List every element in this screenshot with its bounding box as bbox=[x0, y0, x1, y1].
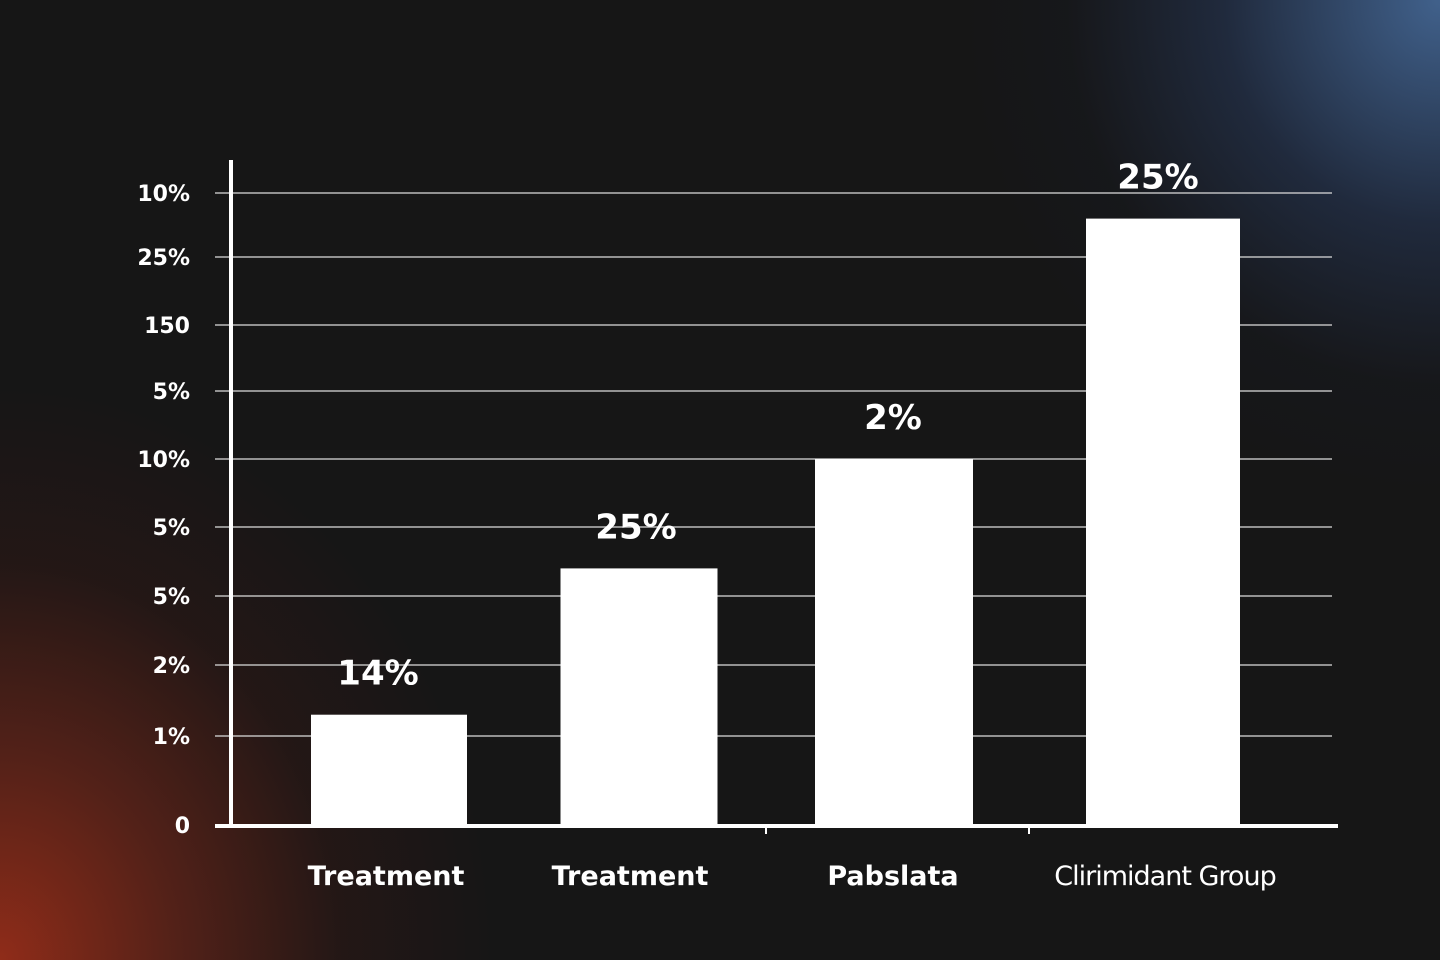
bars bbox=[311, 218, 1240, 826]
data-label-4: 25% bbox=[1117, 158, 1198, 198]
y-tick-label-5: 10% bbox=[137, 448, 190, 473]
y-tick-label-9: 10% bbox=[137, 182, 190, 207]
y-tick-label-8: 25% bbox=[137, 246, 190, 271]
y-tick-label-4: 5% bbox=[153, 516, 190, 541]
bar-2 bbox=[560, 568, 718, 825]
y-tick-label-0: 0 bbox=[175, 814, 190, 839]
data-label-2: 25% bbox=[595, 507, 676, 547]
y-tick-labels: 0 1% 2% 5% 5% 10% 5% 150 25% 10% bbox=[137, 182, 190, 839]
y-tick-label-7: 150 bbox=[144, 314, 190, 339]
axes bbox=[215, 160, 1338, 834]
category-label-3: Pabslata bbox=[827, 861, 958, 892]
category-label-1: Treatment bbox=[308, 861, 465, 892]
data-label-1: 14% bbox=[337, 654, 418, 694]
y-tick-label-2: 2% bbox=[153, 654, 190, 679]
category-labels: Treatment Treatment Pabslata Clirimidant Gr… bbox=[308, 861, 1277, 892]
data-labels: 14% 25% 2% 25% bbox=[337, 158, 1198, 694]
category-label-2: Treatment bbox=[552, 861, 709, 892]
y-tick-label-1: 1% bbox=[153, 725, 190, 750]
category-label-4: Clirimidant Group bbox=[1054, 861, 1275, 892]
bar-4 bbox=[1086, 218, 1240, 826]
y-tick-label-3: 5% bbox=[153, 585, 190, 610]
y-tick-label-6: 5% bbox=[153, 380, 190, 405]
bar-1 bbox=[311, 714, 467, 825]
data-label-3: 2% bbox=[864, 398, 922, 438]
bar-3 bbox=[815, 459, 973, 825]
gridlines bbox=[215, 192, 1332, 737]
